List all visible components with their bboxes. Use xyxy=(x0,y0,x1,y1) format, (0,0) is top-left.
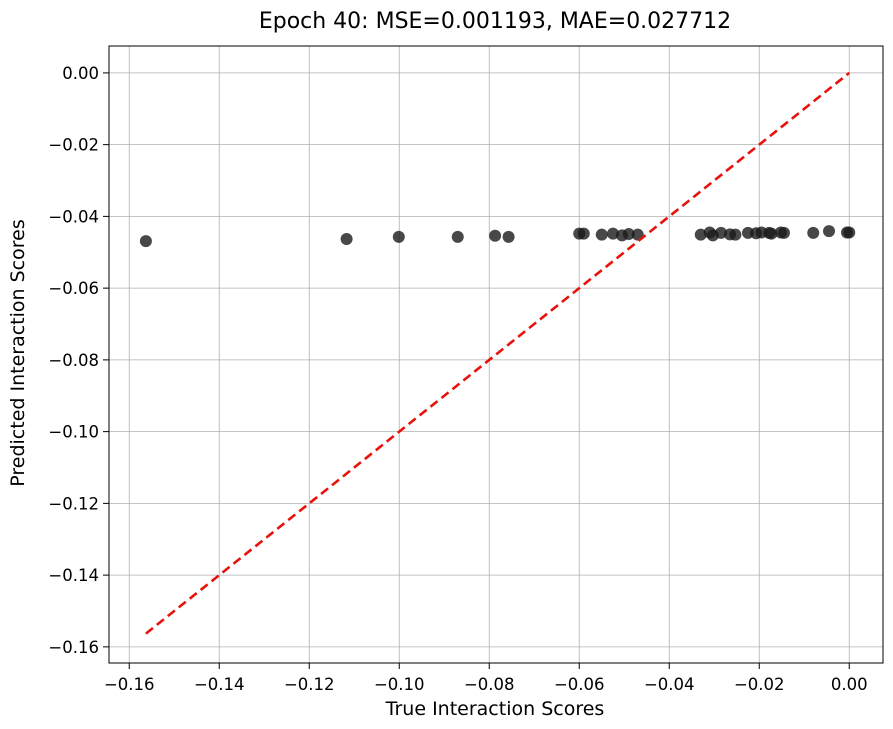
scatter-point xyxy=(595,228,608,241)
x-tick-label: −0.02 xyxy=(734,675,785,694)
scatter-point xyxy=(765,227,778,240)
x-tick-label: −0.14 xyxy=(194,675,245,694)
scatter-point xyxy=(340,232,353,245)
scatter-point xyxy=(778,226,790,239)
chart-title: Epoch 40: MSE=0.001193, MAE=0.027712 xyxy=(259,9,731,34)
y-tick-label: −0.02 xyxy=(48,136,99,155)
scatter-point xyxy=(451,230,464,243)
grid xyxy=(109,46,883,663)
x-tick-label: −0.10 xyxy=(374,675,425,694)
identity-line xyxy=(145,71,851,635)
x-axis-ticks: −0.16 −0.14 −0.12 −0.10 −0.08 −0.06 −0.04 −0.02… xyxy=(104,663,868,694)
x-tick-label: −0.16 xyxy=(104,675,155,694)
scatter-point xyxy=(729,228,742,241)
scatter-point xyxy=(694,228,707,241)
y-tick-label: −0.08 xyxy=(48,351,99,370)
x-tick-label: −0.06 xyxy=(554,675,605,694)
scatter-point xyxy=(807,226,820,239)
y-tick-label: −0.12 xyxy=(48,494,99,513)
scatter-point xyxy=(489,229,502,242)
x-tick-label: −0.04 xyxy=(644,675,695,694)
x-tick-label: −0.12 xyxy=(284,675,335,694)
plot-series xyxy=(139,71,856,635)
scatter-point xyxy=(607,227,619,240)
scatter-point xyxy=(715,226,727,239)
y-tick-label: −0.10 xyxy=(48,423,99,442)
y-tick-label: 0.00 xyxy=(62,64,99,83)
y-tick-label: −0.04 xyxy=(48,207,99,226)
scatter-point xyxy=(502,230,515,243)
scatter-point xyxy=(622,227,635,240)
x-tick-label: −0.08 xyxy=(464,675,515,694)
scatter-point xyxy=(843,226,856,239)
scatter-point xyxy=(577,227,590,240)
y-tick-label: −0.16 xyxy=(48,638,99,657)
scatter-point xyxy=(139,235,152,248)
y-tick-label: −0.06 xyxy=(48,279,99,298)
y-axis-label: Predicted Interaction Scores xyxy=(7,219,29,486)
y-axis-ticks: −0.16 −0.14 −0.12 −0.10 −0.08 −0.06 −0.04 −0.02… xyxy=(48,64,109,657)
plot-frame xyxy=(108,45,884,664)
y-tick-label: −0.14 xyxy=(48,566,99,585)
x-tick-label: 0.00 xyxy=(831,675,868,694)
scatter-point xyxy=(392,230,405,243)
x-axis-label: True Interaction Scores xyxy=(385,698,605,720)
scatter-point xyxy=(823,225,835,238)
